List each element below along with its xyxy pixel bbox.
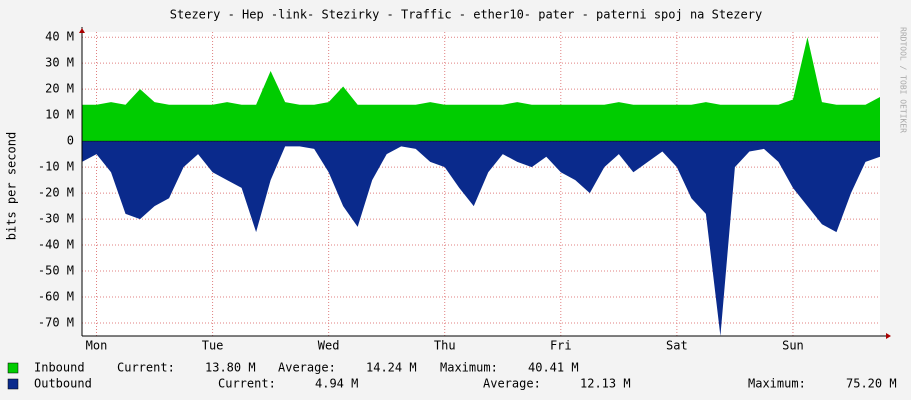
x-tick-label: Fri	[550, 339, 572, 353]
areas	[82, 37, 880, 336]
x-tick-label: Wed	[318, 339, 340, 353]
x-tick-label: Tue	[202, 339, 224, 353]
labels: 40 M 30 M 20 M 10 M 0 -10 M -20 M -30 M -40 M -50…	[38, 30, 804, 353]
legend-stat-value: 4.94 M	[315, 377, 358, 391]
chart-title: Stezery - Hep -link- Stezirky - Traffic …	[170, 8, 762, 22]
y-tick-label: -20 M	[38, 186, 74, 200]
legend-stat-label: Maximum:	[440, 361, 498, 375]
legend-label: Inbound	[34, 361, 85, 375]
y-tick-label: -70 M	[38, 316, 74, 330]
legend-stat-value: 13.80 M	[205, 361, 256, 375]
legend-stat-value: 12.13 M	[580, 377, 631, 391]
y-tick-label: 0	[67, 134, 74, 148]
x-tick-label: Mon	[86, 339, 108, 353]
watermark: RRDTOOL / TOBI OETIKER	[899, 27, 908, 133]
y-tick-label: 10 M	[45, 108, 74, 122]
y-axis-arrow	[79, 28, 85, 33]
y-axis-label: bits per second	[5, 132, 19, 240]
y-tick-label: 20 M	[45, 82, 74, 96]
x-tick-label: Sun	[782, 339, 804, 353]
legend-stat-label: Average:	[483, 377, 541, 391]
area	[82, 37, 880, 142]
legend: Inbound Current: 13.80 M Average: 14.24 M Max…	[7, 361, 897, 391]
x-tick-label: Thu	[434, 339, 456, 353]
y-tick-label: 30 M	[45, 56, 74, 70]
y-tick-label: -50 M	[38, 264, 74, 278]
legend-swatch	[7, 378, 19, 390]
legend-stat-value: 14.24 M	[366, 361, 417, 375]
y-tick-label: 40 M	[45, 30, 74, 44]
legend-stat-label: Current:	[218, 377, 276, 391]
legend-stat-label: Average:	[278, 361, 336, 375]
x-tick-label: Sat	[666, 339, 688, 353]
legend-label: Outbound	[34, 377, 92, 391]
legend-stat-label: Current:	[117, 361, 175, 375]
y-tick-label: -60 M	[38, 290, 74, 304]
area	[82, 141, 880, 336]
y-tick-label: -10 M	[38, 160, 74, 174]
x-axis-arrow	[886, 333, 891, 339]
legend-stat-value: 40.41 M	[528, 361, 579, 375]
y-tick-label: -30 M	[38, 212, 74, 226]
legend-stat-value: 75.20 M	[846, 377, 897, 391]
legend-swatch	[7, 362, 19, 374]
legend-stat-label: Maximum:	[748, 377, 806, 391]
y-tick-label: -40 M	[38, 238, 74, 252]
axes	[79, 27, 891, 339]
